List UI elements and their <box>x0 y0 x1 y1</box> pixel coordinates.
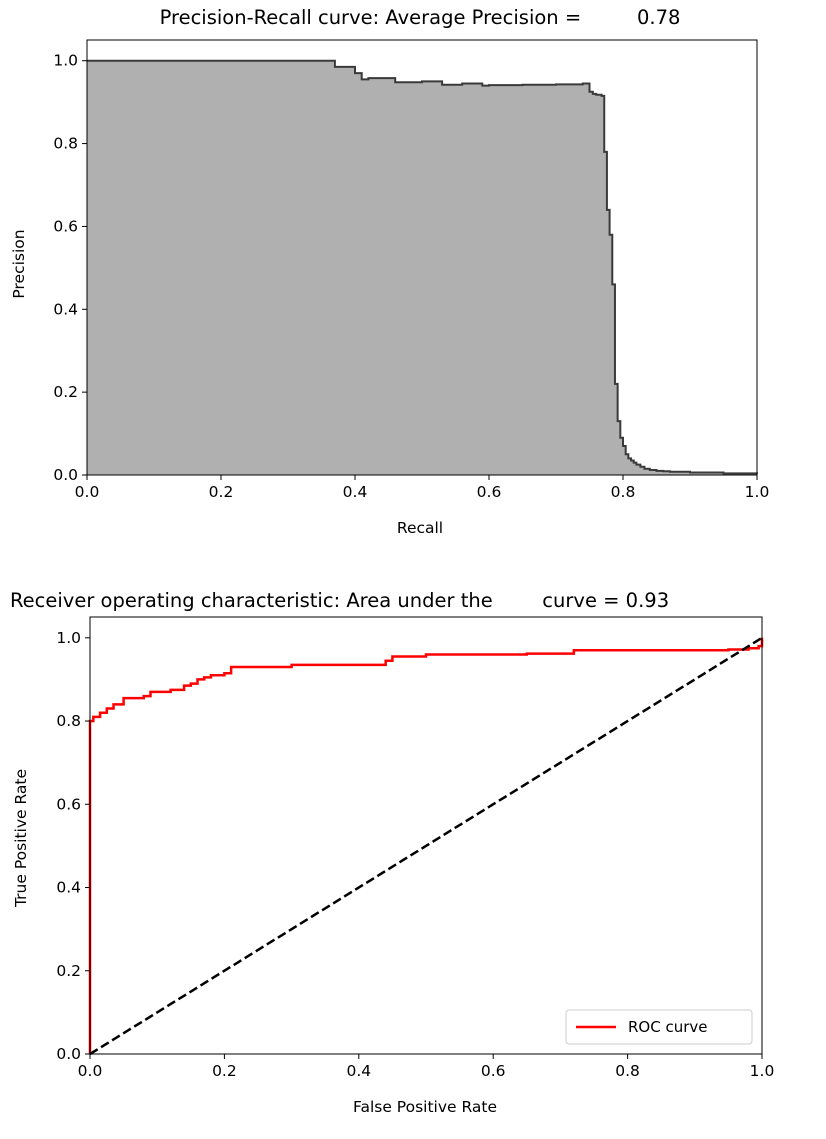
x-tick-label: 0.0 <box>75 483 100 501</box>
series-area-fill <box>87 60 757 476</box>
y-tick-label: 0.6 <box>56 795 81 813</box>
y-tick-label: 0.8 <box>53 135 78 153</box>
plot-area: 0.0 0.2 0.4 0.6 0.8 1.0 0.0 0.2 0.4 0.6 0.8 1.0 <box>53 39 770 501</box>
y-tick-label: 0.4 <box>53 300 78 318</box>
x-tick-label: 1.0 <box>750 1062 775 1080</box>
x-tick-label: 0.0 <box>78 1062 103 1080</box>
x-axis-label: False Positive Rate <box>353 1098 497 1116</box>
chart-title: Receiver operating characteristic: Area … <box>10 589 669 612</box>
axes-frame <box>86 39 758 476</box>
x-tick-label: 0.8 <box>615 1062 640 1080</box>
axes-frame <box>89 616 763 1055</box>
x-tick-label: 0.6 <box>477 483 502 501</box>
roc-chart: Receiver operating characteristic: Area … <box>10 589 774 1116</box>
y-axis-label: Precision <box>10 229 28 298</box>
legend-box <box>565 1009 753 1045</box>
y-axis-label: True Positive Rate <box>12 769 30 908</box>
x-tick-label: 1.0 <box>745 483 770 501</box>
precision-recall-chart: Precision-Recall curve: Average Precisio… <box>10 6 769 537</box>
y-tick-label: 0.0 <box>56 1045 81 1063</box>
y-tick-label: 0.6 <box>53 217 78 235</box>
x-tick-label: 0.6 <box>481 1062 506 1080</box>
y-tick-label: 0.8 <box>56 712 81 730</box>
diagonal-reference-line <box>89 636 763 1056</box>
x-tick-label: 0.2 <box>212 1062 237 1080</box>
x-tick-label: 0.8 <box>611 483 636 501</box>
x-tick-label: 0.4 <box>343 483 368 501</box>
series-line <box>87 59 758 475</box>
x-tick-label: 0.4 <box>346 1062 371 1080</box>
legend: ROC curve <box>565 1009 753 1045</box>
chart-title: Precision-Recall curve: Average Precisio… <box>160 6 681 29</box>
y-tick-label: 0.0 <box>53 466 78 484</box>
legend-label: ROC curve <box>628 1018 708 1036</box>
x-axis-label: Recall <box>397 519 443 537</box>
y-tick-label: 0.2 <box>53 383 78 401</box>
plot-area: 0.0 0.2 0.4 0.6 0.8 1.0 0.0 0.2 0.4 0.6 0.8 1.0 ROC … <box>56 616 775 1080</box>
roc-curve-line <box>88 637 764 1054</box>
x-tick-label: 0.2 <box>209 483 234 501</box>
y-tick-label: 1.0 <box>56 629 81 647</box>
y-tick-label: 0.2 <box>56 962 81 980</box>
y-tick-label: 0.4 <box>56 879 81 897</box>
y-tick-label: 1.0 <box>53 52 78 70</box>
